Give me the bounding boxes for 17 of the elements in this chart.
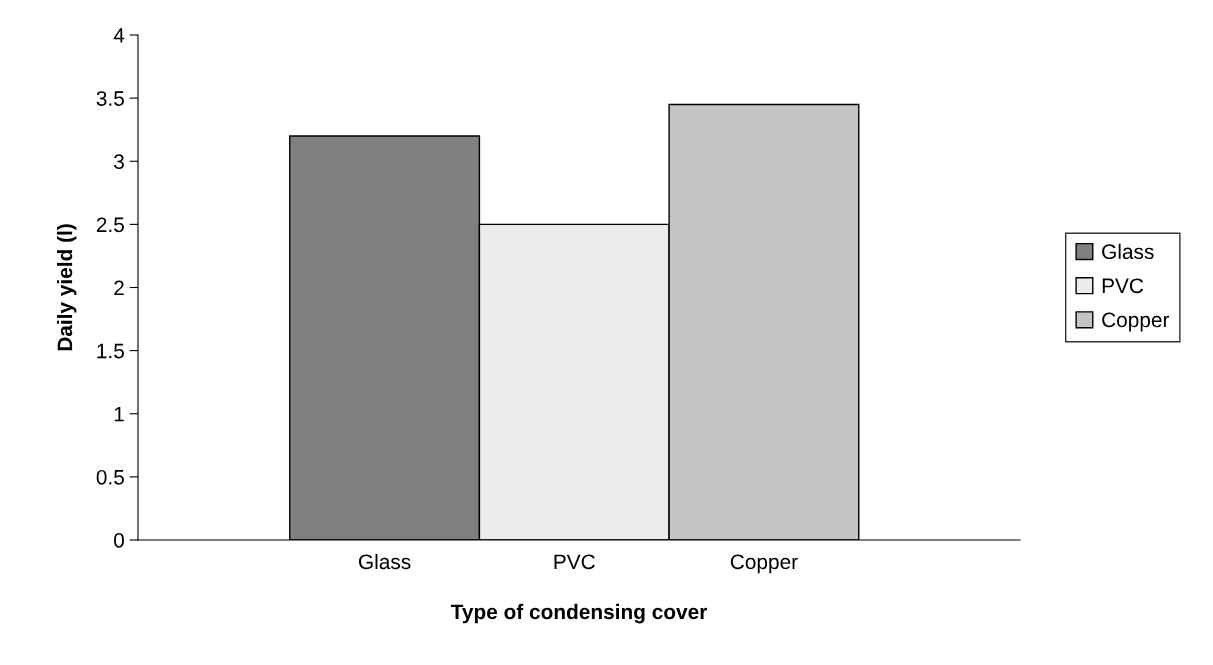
legend-label: PVC	[1102, 278, 1144, 294]
x-tick-label: Copper	[730, 554, 798, 574]
y-axis-title: Daily yield (l)	[56, 224, 77, 351]
y-tick-label: 0	[114, 533, 124, 548]
x-tick-label: Glass	[359, 553, 411, 570]
y-tick-label: 0.5	[96, 469, 124, 485]
y-tick-label: 3.5	[96, 91, 124, 106]
x-tick-label: PVC	[554, 554, 595, 570]
legend-label: Copper	[1102, 312, 1170, 332]
y-tick-label: 1	[114, 406, 124, 422]
legend-label: Glass	[1102, 243, 1154, 260]
y-tick-label: 1.5	[97, 343, 124, 359]
x-axis-title: Type of condensing cover	[450, 603, 707, 624]
y-tick-label: 2.5	[96, 217, 124, 233]
y-tick-label: 2	[114, 280, 124, 296]
y-tick-label: 3	[114, 154, 124, 169]
y-tick-label: 4	[113, 28, 125, 43]
